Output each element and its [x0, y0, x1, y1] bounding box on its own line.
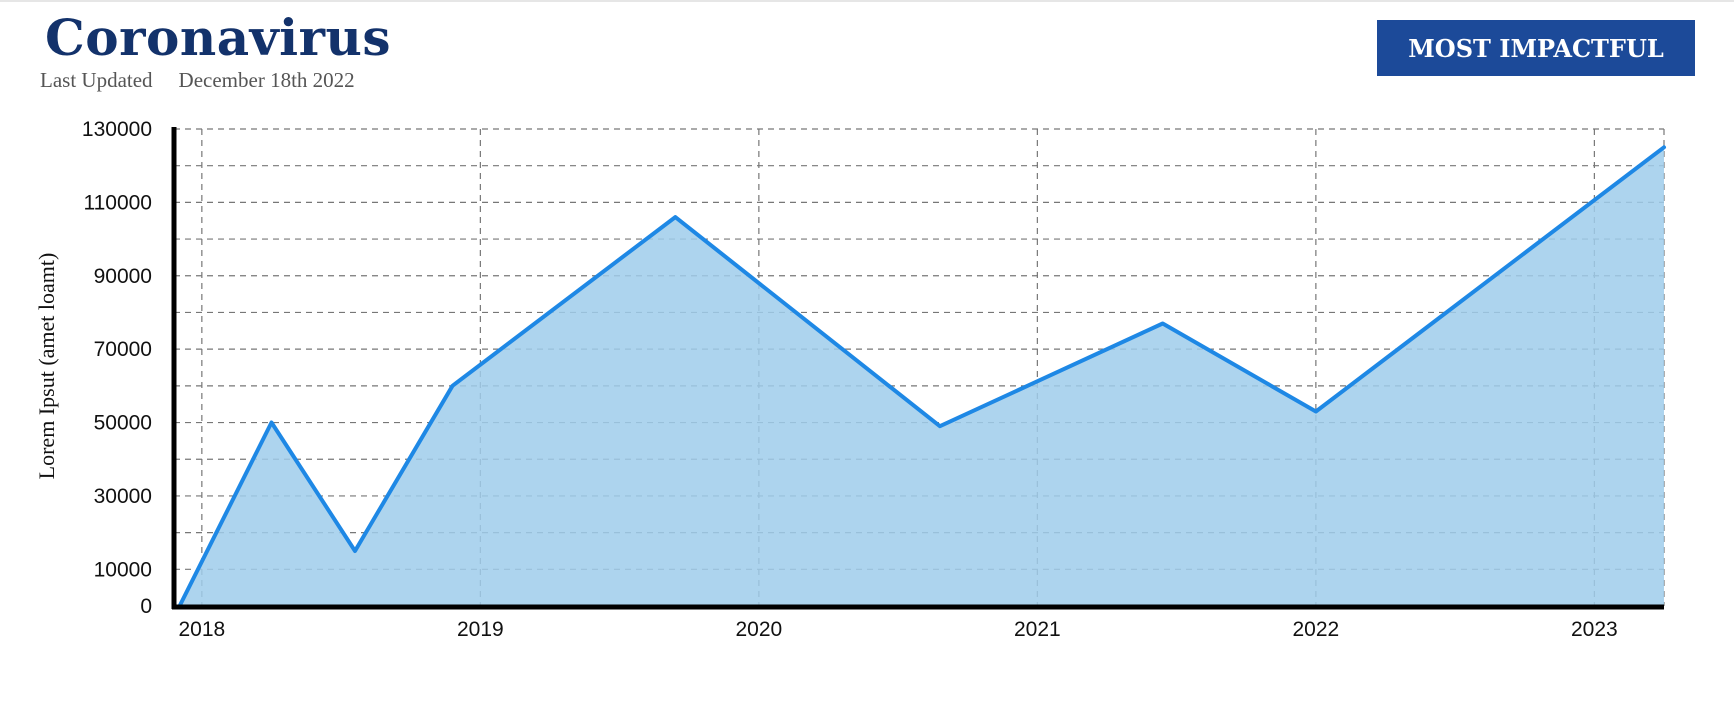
- y-tick-label: 110000: [83, 191, 152, 214]
- y-axis-label: Lorem Ipsut (amet loamt): [34, 253, 59, 480]
- y-tick-label: 30000: [94, 485, 152, 508]
- y-tick-labels: 0 10000 30000 50000 70000 90000 110000 130000: [82, 118, 152, 618]
- y-tick-label: 50000: [94, 412, 152, 435]
- x-tick-label: 2023: [1571, 618, 1618, 641]
- y-tick-label: 0: [140, 595, 152, 618]
- x-tick-labels: 2018 2019 2020 2021 2022 2023: [178, 618, 1617, 641]
- x-tick-label: 2019: [457, 618, 504, 641]
- y-tick-label: 90000: [94, 265, 152, 288]
- y-tick-label: 10000: [94, 558, 152, 581]
- y-tick-label: 130000: [82, 118, 152, 141]
- x-tick-label: 2022: [1293, 618, 1340, 641]
- x-tick-label: 2018: [178, 618, 225, 641]
- series-area: [180, 147, 1664, 606]
- y-tick-label: 70000: [94, 338, 152, 361]
- x-tick-label: 2021: [1014, 618, 1061, 641]
- x-tick-label: 2020: [736, 618, 783, 641]
